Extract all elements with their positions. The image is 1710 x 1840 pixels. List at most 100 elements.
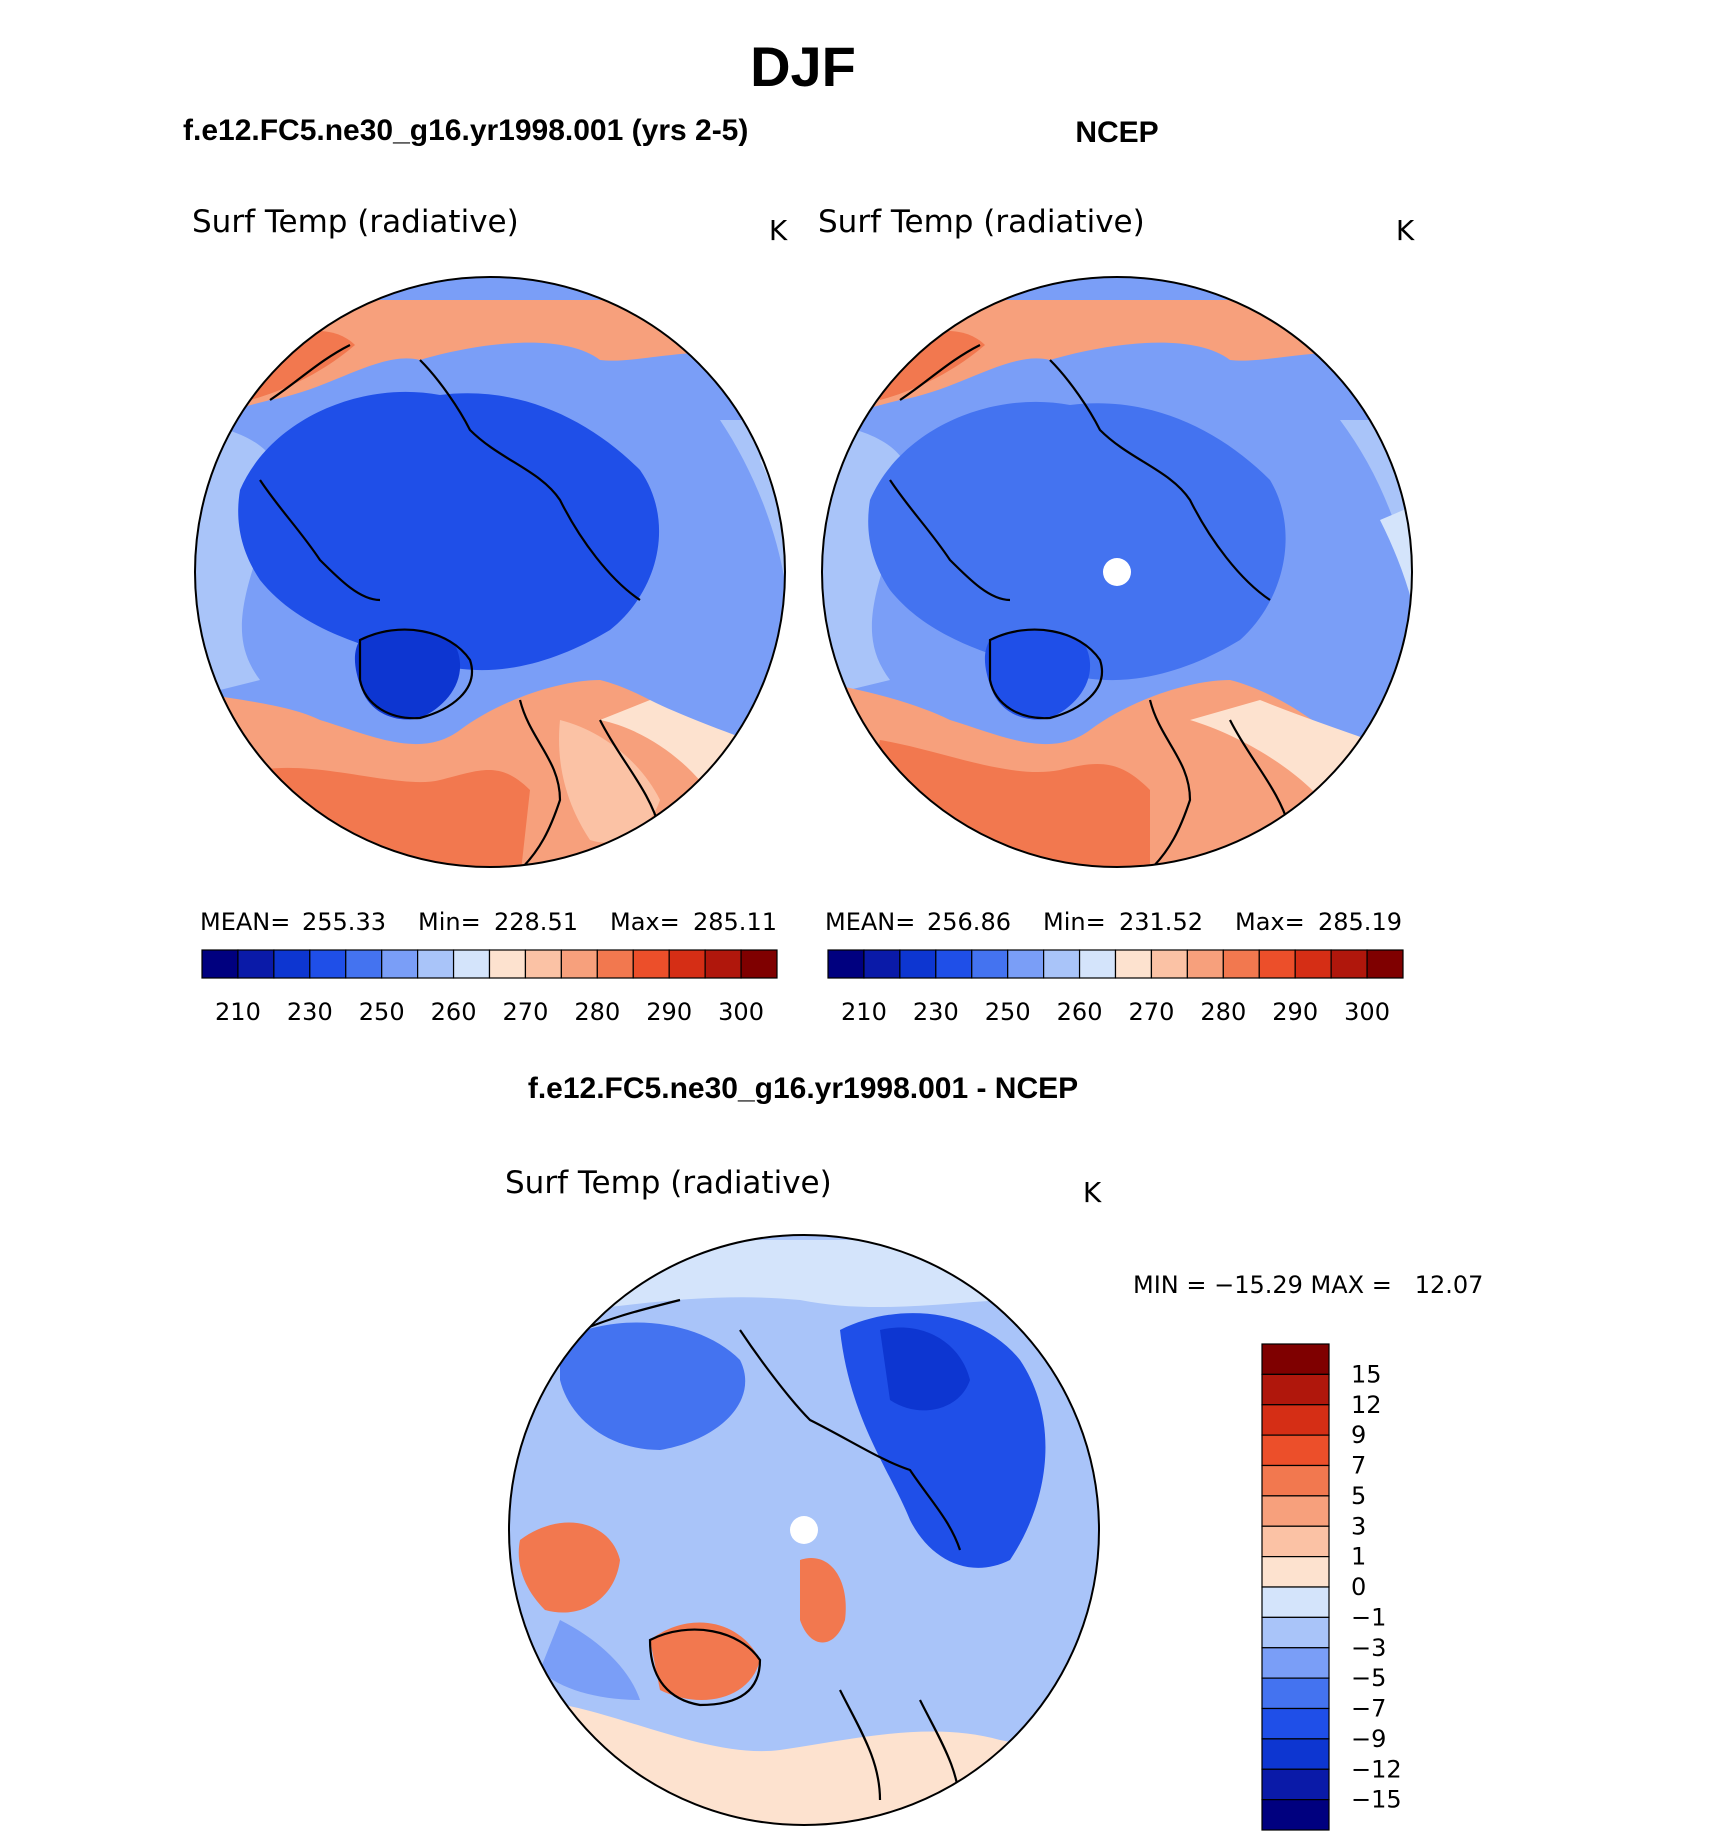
obs-colorbar-swatch [827, 949, 865, 979]
model-polar-map [195, 277, 785, 867]
obs-mean-label: MEAN= [825, 908, 915, 936]
obs-panel-header: NCEP [1075, 116, 1158, 149]
obs-min-label: Min= [1043, 908, 1106, 936]
model-max-value: 285.11 [693, 908, 777, 936]
model-colorbar-swatch [596, 949, 634, 979]
model-colorbar-swatch [237, 949, 275, 979]
diff-colorbar-swatch [1261, 1616, 1330, 1649]
diff-variable-label: Surf Temp (radiative) [505, 1165, 832, 1201]
model-units-label: K [769, 214, 788, 247]
model-norway-cool [559, 720, 660, 843]
obs-colorbar-tick-label: 290 [1272, 998, 1318, 1026]
obs-colorbar-swatch [1366, 949, 1404, 979]
diff-pole-missing-data [790, 1516, 818, 1544]
diff-colorbar-swatch [1261, 1464, 1330, 1497]
model-colorbar-swatch [704, 949, 742, 979]
obs-max-value: 285.19 [1318, 908, 1402, 936]
diff-alaska-warm [518, 1522, 620, 1613]
model-colorbar-swatch [201, 949, 239, 979]
diff-colorbar-swatch [1261, 1586, 1330, 1618]
diff-colorbar-tick-label: −12 [1351, 1755, 1402, 1783]
obs-colorbar-tick-label: 300 [1344, 998, 1390, 1026]
obs-greenland-cold [984, 629, 1091, 720]
model-max-label: Max= [610, 908, 680, 936]
model-colorbar-swatch [381, 949, 419, 979]
obs-units-label: K [1396, 214, 1415, 247]
obs-max-label: Max= [1235, 908, 1305, 936]
obs-stats-line: MEAN= 256.86 Min= 231.52 Max= 285.19 [825, 908, 1402, 936]
diff-colorbar-tick-label: 3 [1351, 1512, 1366, 1540]
model-colorbar-tick-label: 230 [287, 998, 333, 1026]
obs-colorbar-tick-label: 250 [985, 998, 1031, 1026]
diff-panel-header: f.e12.FC5.ne30_g16.yr1998.001 - NCEP [528, 1072, 1078, 1105]
obs-variable-label: Surf Temp (radiative) [818, 204, 1145, 240]
diff-colorbar-tick-label: −9 [1351, 1725, 1386, 1753]
model-colorbar-swatch [524, 949, 562, 979]
model-colorbar-tick-label: 300 [718, 998, 764, 1026]
diff-units-label: K [1083, 1176, 1102, 1209]
obs-colorbar-tick-label: 230 [913, 998, 959, 1026]
model-panel-header: f.e12.FC5.ne30_g16.yr1998.001 (yrs 2-5) [183, 114, 748, 147]
obs-colorbar-swatch [899, 949, 937, 979]
model-mean-label: MEAN= [200, 908, 290, 936]
obs-warm-north-pacific [822, 300, 1412, 425]
obs-colorbar-swatch [1043, 949, 1081, 979]
model-colorbar-tick-label: 270 [503, 998, 549, 1026]
diff-colorbar-tick-label: 7 [1351, 1452, 1366, 1480]
model-min-value: 228.51 [494, 908, 578, 936]
diff-colorbar-tick-label: 1 [1351, 1543, 1366, 1571]
obs-colorbar-tick-label: 280 [1200, 998, 1246, 1026]
diff-colorbar-tick-label: 5 [1351, 1482, 1366, 1510]
diff-colorbar-tick-label: 9 [1351, 1421, 1366, 1449]
obs-colorbar-tick-label: 260 [1057, 998, 1103, 1026]
diff-colorbar-swatch [1261, 1525, 1330, 1558]
obs-colorbar-tick-label: 210 [841, 998, 887, 1026]
obs-colorbar: 210 230 250 260 270 280 290 300 [827, 949, 1404, 1026]
diff-colorbar-swatch [1261, 1799, 1330, 1831]
diff-colorbar-swatch [1261, 1404, 1330, 1436]
model-variable-label: Surf Temp (radiative) [192, 204, 519, 240]
model-coastline [259, 344, 662, 867]
diff-colorbar-tick-label: −3 [1351, 1634, 1386, 1662]
obs-colorbar-swatch [1007, 949, 1045, 979]
obs-mean-value: 256.86 [927, 908, 1011, 936]
page-title: DJF [750, 35, 856, 98]
diff-colorbar-swatch [1261, 1768, 1330, 1801]
diff-colorbar-tick-label: −7 [1351, 1695, 1386, 1723]
model-colorbar-swatch [632, 949, 670, 979]
diff-colorbar-swatch [1261, 1434, 1330, 1467]
obs-min-value: 231.52 [1119, 908, 1203, 936]
diff-greenland-warm [650, 1622, 760, 1700]
obs-coastline [889, 344, 1292, 867]
diff-colorbar-tick-label: −5 [1351, 1664, 1386, 1692]
diff-colorbar-swatch [1261, 1495, 1330, 1527]
diff-colorbar-tick-label: 0 [1351, 1573, 1366, 1601]
diff-colorbar-tick-label: −15 [1351, 1786, 1402, 1814]
model-colorbar-swatch [273, 949, 311, 979]
obs-colorbar-swatch [1258, 949, 1296, 979]
diff-colorbar-swatch [1261, 1738, 1330, 1770]
model-colorbar-swatch [309, 949, 347, 979]
model-colorbar-swatch [668, 949, 706, 979]
obs-colorbar-swatch [1330, 949, 1368, 979]
diff-colorbar-swatch [1261, 1677, 1330, 1710]
obs-colorbar-swatch [1150, 949, 1188, 979]
model-colorbar: 210 230 250 260 270 280 290 300 [201, 949, 778, 1026]
obs-pole-missing-data [1103, 558, 1131, 586]
model-min-label: Min= [418, 908, 481, 936]
diff-map-border [508, 1234, 1100, 1826]
model-colorbar-tick-label: 260 [431, 998, 477, 1026]
diff-canada-cold [560, 1322, 746, 1450]
diff-barents-warm [800, 1558, 846, 1643]
diff-minmax-label: MIN = −15.29 MAX = 12.07 [1133, 1271, 1483, 1299]
model-stats-line: MEAN= 255.33 Min= 228.51 Max= 285.11 [200, 908, 777, 936]
model-hot-atlantic [220, 767, 530, 867]
model-colorbar-tick-label: 290 [646, 998, 692, 1026]
model-colorbar-swatch [488, 949, 527, 979]
model-colorbar-swatch [560, 949, 598, 979]
model-arctic-core [238, 391, 660, 671]
model-colorbar-swatch [452, 949, 491, 979]
diff-colorbar-swatch [1261, 1373, 1330, 1406]
obs-colorbar-swatch [863, 949, 901, 979]
